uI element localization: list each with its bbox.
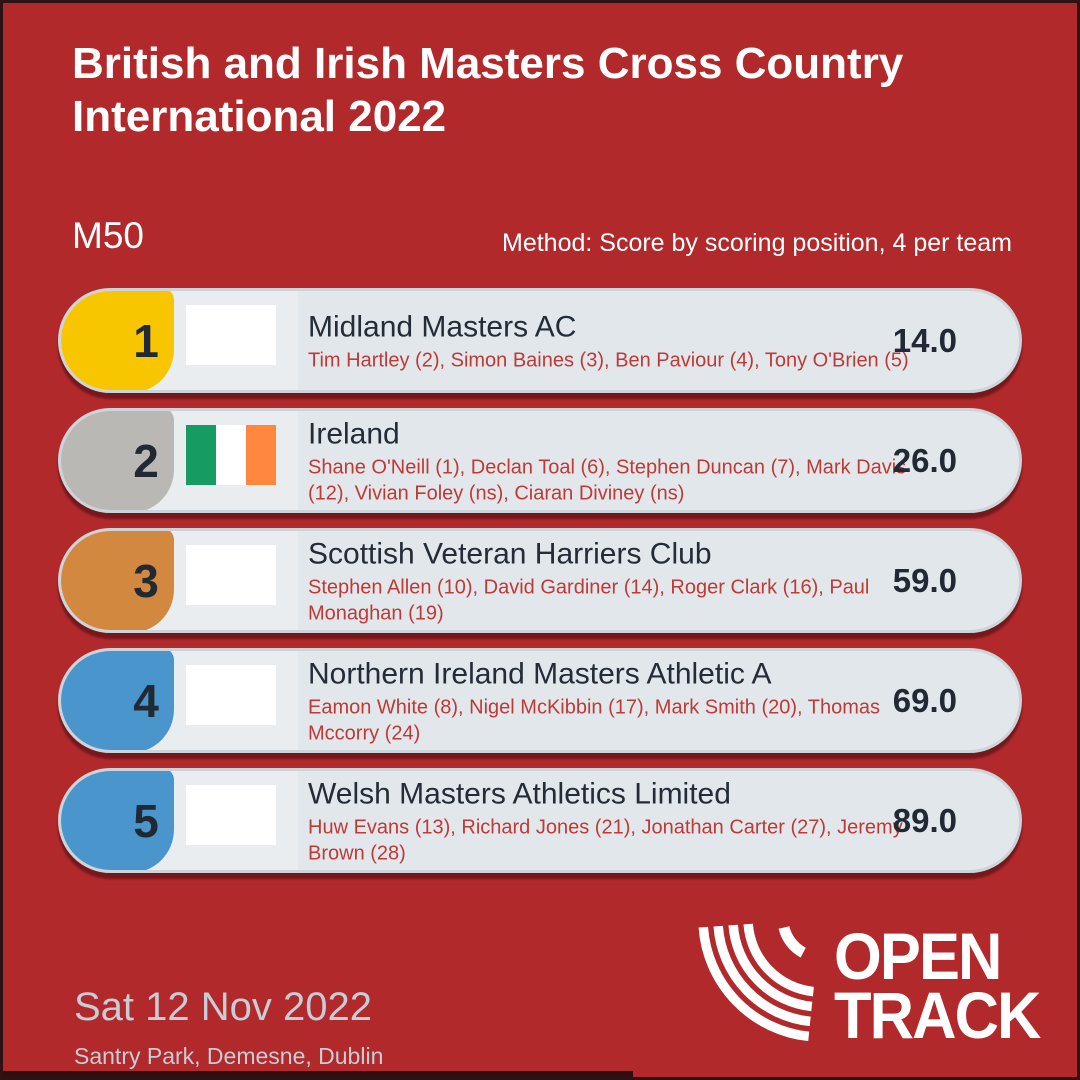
ireland-flag bbox=[186, 424, 276, 485]
athletes-list: Stephen Allen (10), David Gardiner (14),… bbox=[308, 576, 870, 624]
result-row: 5 Welsh Masters Athletics Limited Huw Ev… bbox=[58, 768, 1022, 873]
position-badge bbox=[61, 291, 174, 390]
position-number: 5 bbox=[133, 794, 159, 847]
event-title: British and Irish Masters Cross Country … bbox=[72, 39, 904, 141]
scoring-method-label: Method: Score by scoring position, 4 per… bbox=[502, 229, 1012, 257]
row-pill: 1 Midland Masters AC Tim Hartley (2), Si… bbox=[58, 288, 1022, 393]
row-pill: 4 Northern Ireland Masters Athletic A Ea… bbox=[58, 648, 1022, 753]
position-badge bbox=[61, 411, 174, 510]
team-name: Midland Masters AC bbox=[308, 310, 577, 343]
result-row: 2 Ireland Shane O'Neill (1), Declan Toal… bbox=[58, 408, 1022, 513]
opentrack-wordmark: OPEN TRACK bbox=[834, 919, 1041, 1052]
flag-placeholder bbox=[186, 304, 276, 365]
flag-placeholder bbox=[186, 544, 276, 605]
team-name: Welsh Masters Athletics Limited bbox=[308, 777, 731, 810]
team-score: 14.0 bbox=[892, 321, 957, 359]
flag-stripe-green bbox=[186, 424, 216, 485]
opentrack-track-bend-icon bbox=[698, 923, 815, 1042]
athletes-list: Tim Hartley (2), Simon Baines (3), Ben P… bbox=[308, 349, 909, 371]
team-block: Northern Ireland Masters Athletic A Eamo… bbox=[308, 655, 913, 746]
result-row: 4 Northern Ireland Masters Athletic A Ea… bbox=[58, 648, 1022, 753]
flag-placeholder bbox=[186, 664, 276, 725]
flag-placeholder bbox=[186, 784, 276, 845]
team-block: Scottish Veteran Harriers Club Stephen A… bbox=[308, 535, 913, 626]
position-number: 4 bbox=[133, 674, 159, 727]
row-pill: 5 Welsh Masters Athletics Limited Huw Ev… bbox=[58, 768, 1022, 873]
flag-stripe-orange bbox=[246, 424, 276, 485]
opentrack-wordmark-line2: TRACK bbox=[834, 978, 1041, 1052]
team-name: Scottish Veteran Harriers Club bbox=[308, 537, 712, 570]
team-name: Northern Ireland Masters Athletic A bbox=[308, 657, 772, 690]
athletes-list: Eamon White (8), Nigel McKibbin (17), Ma… bbox=[308, 696, 881, 744]
team-block: Ireland Shane O'Neill (1), Declan Toal (… bbox=[308, 415, 913, 506]
bottom-edge-strip bbox=[3, 1071, 633, 1077]
team-block: Welsh Masters Athletics Limited Huw Evan… bbox=[308, 775, 913, 866]
position-badge bbox=[61, 531, 174, 630]
event-venue: Santry Park, Demesne, Dublin bbox=[74, 1043, 384, 1069]
event-date: Sat 12 Nov 2022 bbox=[74, 985, 372, 1029]
position-badge bbox=[61, 771, 174, 870]
row-pill: 2 Ireland Shane O'Neill (1), Declan Toal… bbox=[58, 408, 1022, 513]
flag-stripe-white bbox=[216, 424, 246, 485]
position-number: 2 bbox=[133, 434, 159, 487]
athletes-list: Huw Evans (13), Richard Jones (21), Jona… bbox=[308, 816, 903, 864]
team-score: 59.0 bbox=[892, 561, 957, 599]
position-number: 1 bbox=[133, 314, 159, 367]
team-score: 26.0 bbox=[892, 441, 957, 479]
opentrack-wordmark-line1: OPEN bbox=[834, 919, 1002, 993]
athletes-list: Shane O'Neill (1), Declan Toal (6), Step… bbox=[308, 456, 907, 504]
team-name: Ireland bbox=[308, 417, 400, 450]
position-number: 3 bbox=[133, 554, 159, 607]
result-row: 3 Scottish Veteran Harriers Club Stephen… bbox=[58, 528, 1022, 633]
row-pill: 3 Scottish Veteran Harriers Club Stephen… bbox=[58, 528, 1022, 633]
team-block: Midland Masters AC Tim Hartley (2), Simo… bbox=[308, 308, 913, 373]
result-row: 1 Midland Masters AC Tim Hartley (2), Si… bbox=[58, 288, 1022, 393]
category-label: M50 bbox=[72, 215, 144, 256]
team-score: 89.0 bbox=[892, 801, 957, 839]
position-badge bbox=[61, 651, 174, 750]
team-score: 69.0 bbox=[892, 681, 957, 719]
